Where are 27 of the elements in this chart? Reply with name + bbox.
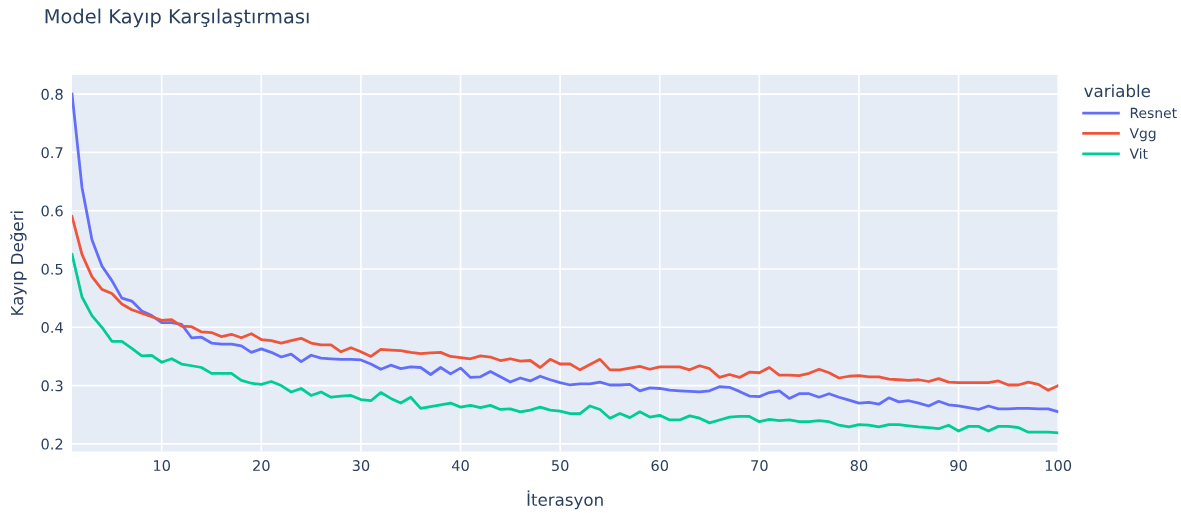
x-tick-label: 60	[651, 460, 669, 472]
x-tick-label: 40	[451, 460, 469, 472]
x-tick-label: 50	[551, 460, 569, 472]
x-tick-label: 90	[950, 460, 967, 472]
y-tick-label: 0.8	[41, 88, 63, 100]
y-tick-label: 0.3	[41, 380, 63, 392]
y-tick-label: 0.6	[41, 205, 63, 217]
x-axis-title: İterasyon	[527, 490, 603, 510]
y-tick-label: 0.2	[41, 438, 63, 450]
legend-label: Vgg	[1129, 128, 1156, 142]
x-tick-label: 100	[1045, 460, 1072, 472]
x-tick-label: 70	[751, 460, 768, 472]
y-axis-title: Kayıp Değeri	[10, 211, 27, 315]
legend-label: Vit	[1129, 148, 1148, 159]
line-series	[72, 215, 1059, 392]
x-tick-label: 20	[253, 460, 270, 472]
y-tick-label: 0.7	[41, 147, 63, 159]
chart-title: Model Kayıp Karşılaştırması	[45, 8, 309, 28]
x-tick-label: 10	[154, 460, 170, 472]
x-tick-label: 30	[352, 460, 370, 472]
y-tick-label: 0.5	[41, 263, 63, 275]
y-tick-label: 0.4	[41, 322, 63, 334]
legend-title: variable	[1084, 84, 1151, 98]
x-tick-label: 80	[850, 460, 868, 472]
line-series	[72, 253, 1059, 435]
legend-label: Resnet	[1130, 107, 1177, 119]
line-series	[72, 92, 1059, 414]
